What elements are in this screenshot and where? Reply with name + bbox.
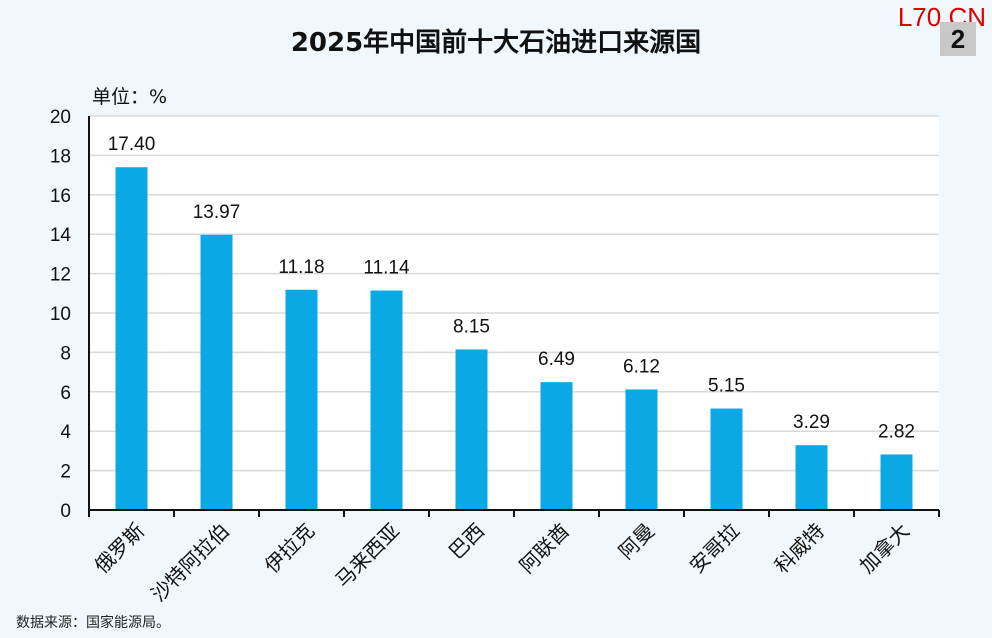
page-badge: 2 <box>940 22 976 56</box>
bar <box>200 234 233 510</box>
x-tick-label: 伊拉克 <box>260 519 319 578</box>
data-label: 3.29 <box>793 412 830 433</box>
data-label: 5.15 <box>708 376 745 397</box>
y-axis-ticks: 0 2 4 6 8 10 12 14 16 18 20 <box>50 107 72 522</box>
bar <box>880 454 913 510</box>
x-tick-label: 沙特阿拉伯 <box>146 519 234 607</box>
data-label: 13.97 <box>193 202 241 223</box>
bar <box>795 445 828 510</box>
data-label: 17.40 <box>108 134 156 155</box>
data-label: 6.49 <box>538 349 575 370</box>
data-labels: 17.40 13.97 11.18 11.14 8.15 6.49 6.12 5.15 3.29… <box>108 134 915 442</box>
y-tick-label: 4 <box>60 422 71 443</box>
x-tick-label: 科威特 <box>770 519 829 578</box>
y-tick-label: 16 <box>50 186 71 207</box>
x-tick-label: 加拿大 <box>855 519 914 578</box>
x-tick-label: 巴西 <box>444 519 489 564</box>
x-tick-label: 阿联酋 <box>515 519 574 578</box>
data-label: 6.12 <box>623 356 660 377</box>
data-label: 11.14 <box>363 258 410 279</box>
data-label: 11.18 <box>278 257 324 278</box>
x-tick-label: 俄罗斯 <box>90 519 149 578</box>
data-label: 2.82 <box>878 421 915 442</box>
data-source: 数据来源：国家能源局。 <box>16 615 170 631</box>
bar <box>370 290 403 510</box>
x-tick-label: 阿曼 <box>614 519 659 564</box>
y-tick-label: 18 <box>50 146 71 167</box>
unit-label: 单位：% <box>92 86 168 108</box>
y-tick-label: 12 <box>50 265 71 286</box>
bar <box>625 389 658 510</box>
bar <box>285 289 318 510</box>
bars <box>115 167 913 510</box>
bar <box>710 408 743 510</box>
y-tick-label: 8 <box>60 343 71 364</box>
bar <box>115 167 148 510</box>
bar <box>455 349 488 510</box>
data-label: 8.15 <box>453 316 490 337</box>
y-tick-label: 6 <box>60 383 71 404</box>
x-tick-label: 安哥拉 <box>685 519 744 578</box>
chart-title: 2025年中国前十大石油进口来源国 <box>290 28 702 58</box>
y-tick-label: 0 <box>60 501 71 522</box>
y-tick-label: 10 <box>50 304 71 325</box>
x-tick-label: 马来西亚 <box>330 519 404 593</box>
y-tick-label: 2 <box>60 462 71 483</box>
bar <box>540 382 573 510</box>
y-tick-label: 14 <box>50 225 72 246</box>
axes <box>88 116 940 517</box>
y-tick-label: 20 <box>50 107 71 128</box>
